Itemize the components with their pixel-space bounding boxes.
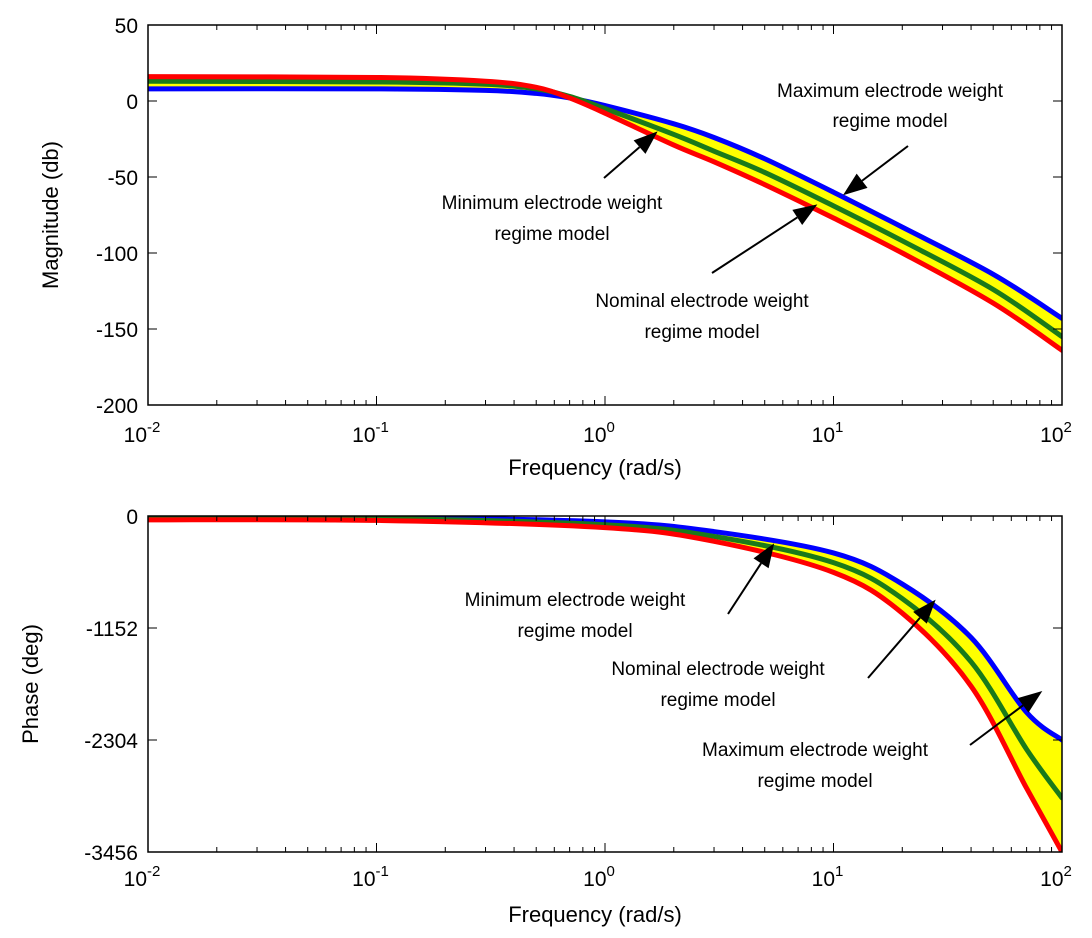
series-line-nominal	[148, 78, 1062, 340]
annotation-arrow-shaft	[727, 562, 762, 615]
y-tick-label: -1152	[86, 618, 138, 641]
annotation-arrow-head	[753, 543, 775, 569]
annotation-arrow-head	[792, 204, 818, 226]
x-tick-label: 100	[583, 419, 615, 447]
annotation-label: Nominal electrode weight regime model	[595, 291, 809, 343]
annotation-arrow-head	[633, 131, 658, 154]
x-tick-label: 10-1	[352, 419, 389, 447]
y-tick-label: 50	[115, 15, 138, 38]
y-tick-label: -200	[96, 395, 138, 418]
y-tick-label: -2304	[84, 730, 138, 753]
annotations: Minimum electrode weight regime model Nomi…	[465, 543, 1043, 792]
curves	[148, 74, 1062, 353]
annotation-arrow-shaft	[603, 146, 641, 179]
series-line-min	[148, 74, 1062, 353]
x-axis-label: Frequency (rad/s)	[508, 902, 682, 927]
x-axis-label: Frequency (rad/s)	[508, 455, 682, 480]
annotation-label: Maximum electrode weight regime model	[702, 740, 929, 792]
annotation-label: Minimum electrode weight regime model	[465, 590, 686, 642]
annotations: Maximum electrode weight regime model Mini…	[442, 81, 1004, 343]
y-tick-label: 0	[126, 506, 138, 529]
annotation-arrow-shaft	[969, 704, 1024, 746]
y-axis-label: Phase (deg)	[18, 624, 43, 744]
y-axis-label: Magnitude (db)	[38, 141, 63, 289]
annotation-label: Nominal electrode weight regime model	[611, 659, 825, 711]
annotation-arrow-shaft	[711, 216, 798, 274]
plot-area	[148, 516, 1062, 852]
x-tick-label: 10-2	[124, 863, 161, 891]
annotation-label: Minimum electrode weight regime model	[442, 193, 663, 245]
axes: 10-2 10-1 100 101 102 50 0 -50 -100 -150 -200 Frequ…	[38, 15, 1072, 480]
axes: 10-2 10-1 100 101 102 0 -1152 -2304 -3456 Frequen…	[18, 506, 1072, 927]
y-tick-label: -50	[108, 167, 138, 190]
x-tick-label: 10-2	[124, 419, 161, 447]
x-tick-label: 10-1	[352, 863, 389, 891]
x-tick-label: 100	[583, 863, 615, 891]
y-tick-label: 0	[126, 91, 138, 114]
x-tick-label: 102	[1040, 863, 1072, 891]
annotation-arrow-shaft	[861, 145, 909, 182]
magnitude-plot: 10-2 10-1 100 101 102 50 0 -50 -100 -150 -200 Frequ…	[38, 15, 1072, 480]
x-tick-label: 101	[812, 863, 844, 891]
annotation-label: Maximum electrode weight regime model	[777, 81, 1004, 132]
series-line-max	[148, 86, 1062, 321]
x-tick-label: 101	[812, 419, 844, 447]
annotation-arrow-head	[913, 599, 936, 624]
annotation-arrow-shaft	[867, 617, 921, 679]
y-tick-label: -100	[96, 243, 138, 266]
phase-plot: 10-2 10-1 100 101 102 0 -1152 -2304 -3456 Frequen…	[18, 506, 1072, 927]
x-tick-label: 102	[1040, 419, 1072, 447]
annotation-arrow-head	[1017, 691, 1043, 713]
annotation-arrow-head	[842, 173, 868, 196]
y-tick-label: -3456	[84, 842, 138, 865]
y-tick-label: -150	[96, 319, 138, 342]
